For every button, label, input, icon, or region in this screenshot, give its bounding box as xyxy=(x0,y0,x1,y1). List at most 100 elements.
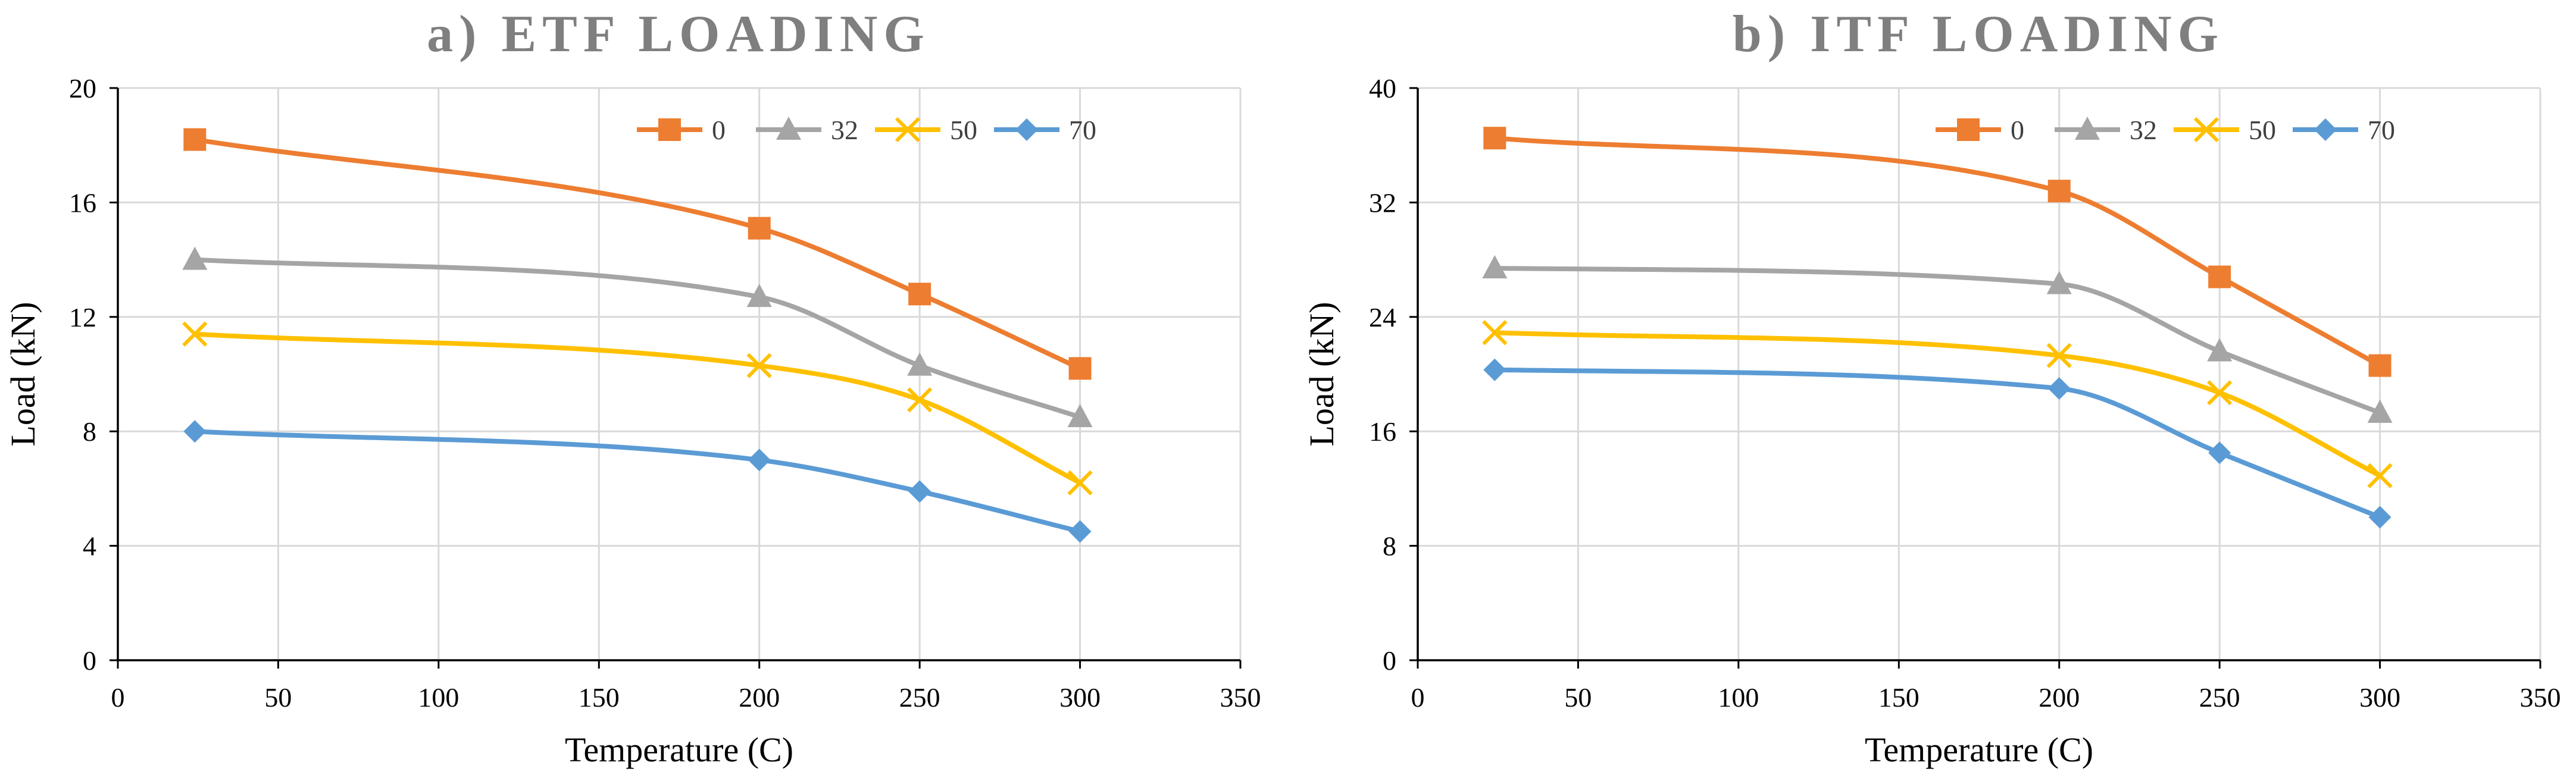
legend: 0 32 50 70 xyxy=(637,115,1096,145)
x-tick-label: 50 xyxy=(1564,682,1592,713)
legend-marker xyxy=(1015,118,1038,141)
series-70 xyxy=(1483,358,2391,529)
y-tick-label: 8 xyxy=(1383,531,1396,562)
chart-panel-2: b) ITF LOADING 0 50 100 150 200 250 300 350 0 8 16 2… xyxy=(1302,5,2561,769)
y-tick-label: 4 xyxy=(83,531,96,562)
data-point xyxy=(2207,338,2233,362)
legend-label: 50 xyxy=(2249,115,2276,145)
data-point xyxy=(183,128,207,151)
y-tick-label: 16 xyxy=(1369,416,1396,447)
x-tick-label: 150 xyxy=(1878,682,1920,713)
data-point xyxy=(748,217,771,240)
data-point xyxy=(182,321,208,347)
x-tick-label: 300 xyxy=(1059,682,1101,713)
legend-item-50: 50 xyxy=(2174,115,2276,145)
x-tick-label: 350 xyxy=(1220,682,1261,713)
data-point xyxy=(1482,255,1508,279)
legend-label: 70 xyxy=(2368,115,2395,145)
y-tick-label: 12 xyxy=(69,302,96,333)
data-point xyxy=(2047,377,2071,400)
x-tick-label: 200 xyxy=(739,682,780,713)
data-point xyxy=(2367,463,2393,488)
data-point xyxy=(1068,357,1092,380)
data-point xyxy=(2047,180,2071,203)
data-point xyxy=(907,352,933,376)
data-point xyxy=(2368,354,2391,377)
data-point xyxy=(748,448,771,472)
x-tick-label: 150 xyxy=(579,682,620,713)
series-line xyxy=(1492,330,2383,478)
data-point xyxy=(746,284,772,308)
legend-marker xyxy=(2075,117,2100,140)
x-tick-label: 250 xyxy=(2199,682,2240,713)
ticks: 0 50 100 150 200 250 300 350 0 8 16 24 32 40 xyxy=(1369,73,2561,713)
series-32 xyxy=(182,246,1093,428)
y-tick-label: 32 xyxy=(1369,187,1396,218)
series-line xyxy=(192,257,1083,420)
series-line xyxy=(192,137,1083,371)
chart-title: a) ETF LOADING xyxy=(427,5,930,63)
legend-marker xyxy=(1957,118,1980,141)
data-point xyxy=(2046,271,2072,294)
x-axis-label: Temperature (C) xyxy=(1865,730,2093,769)
legend-item-70: 70 xyxy=(994,115,1096,145)
data-point xyxy=(182,246,208,270)
legend-marker xyxy=(2193,117,2219,143)
series-line xyxy=(1492,367,2383,520)
y-axis-label: Load (kN) xyxy=(4,302,42,446)
legend-item-50: 50 xyxy=(875,115,977,145)
x-tick-label: 0 xyxy=(1411,682,1425,713)
data-point xyxy=(2207,380,2233,406)
x-tick-label: 0 xyxy=(111,682,125,713)
data-point xyxy=(183,420,207,443)
legend-item-0: 0 xyxy=(637,115,726,145)
legend-item-32: 32 xyxy=(756,115,858,145)
legend: 0 32 50 70 xyxy=(1936,115,2395,145)
y-tick-label: 8 xyxy=(83,416,96,447)
series-50 xyxy=(1482,320,2393,488)
series-0 xyxy=(183,128,1092,380)
series-32 xyxy=(1482,255,2393,423)
legend-marker xyxy=(776,117,801,140)
y-tick-label: 0 xyxy=(83,645,96,676)
x-axis-label: Temperature (C) xyxy=(565,730,793,769)
data-point xyxy=(1067,470,1093,495)
data-point xyxy=(2208,265,2231,288)
legend-marker xyxy=(895,117,921,143)
series-line xyxy=(192,331,1083,485)
legend-item-70: 70 xyxy=(2293,115,2395,145)
series-line xyxy=(1492,136,2383,368)
series-line xyxy=(1492,266,2383,415)
data-point xyxy=(2367,399,2393,423)
data-point xyxy=(1482,320,1508,346)
x-tick-label: 200 xyxy=(2039,682,2080,713)
legend-label: 0 xyxy=(2011,115,2024,145)
x-tick-label: 100 xyxy=(1718,682,1759,713)
ticks: 0 50 100 150 200 250 300 350 0 4 8 12 16 20 xyxy=(69,73,1261,713)
data-point xyxy=(1483,358,1506,381)
series-line xyxy=(192,429,1083,534)
series-70 xyxy=(183,420,1092,543)
legend-label: 32 xyxy=(2130,115,2157,145)
y-tick-label: 0 xyxy=(1383,645,1396,676)
x-tick-label: 300 xyxy=(2359,682,2400,713)
y-axis-label: Load (kN) xyxy=(1302,302,1341,446)
legend-label: 50 xyxy=(950,115,977,145)
legend-marker xyxy=(658,118,681,141)
legend-label: 32 xyxy=(831,115,858,145)
y-tick-label: 40 xyxy=(1369,73,1396,103)
x-tick-label: 350 xyxy=(2520,682,2561,713)
data-point xyxy=(1483,127,1506,150)
data-point xyxy=(2208,441,2231,465)
data-point xyxy=(1067,404,1093,428)
legend-item-32: 32 xyxy=(2055,115,2157,145)
y-tick-label: 20 xyxy=(69,73,96,103)
y-tick-label: 16 xyxy=(69,187,96,218)
x-tick-label: 100 xyxy=(418,682,459,713)
legend-label: 70 xyxy=(1069,115,1096,145)
series-50 xyxy=(182,321,1093,495)
data-point xyxy=(746,353,772,378)
chart-title: b) ITF LOADING xyxy=(1733,5,2224,63)
